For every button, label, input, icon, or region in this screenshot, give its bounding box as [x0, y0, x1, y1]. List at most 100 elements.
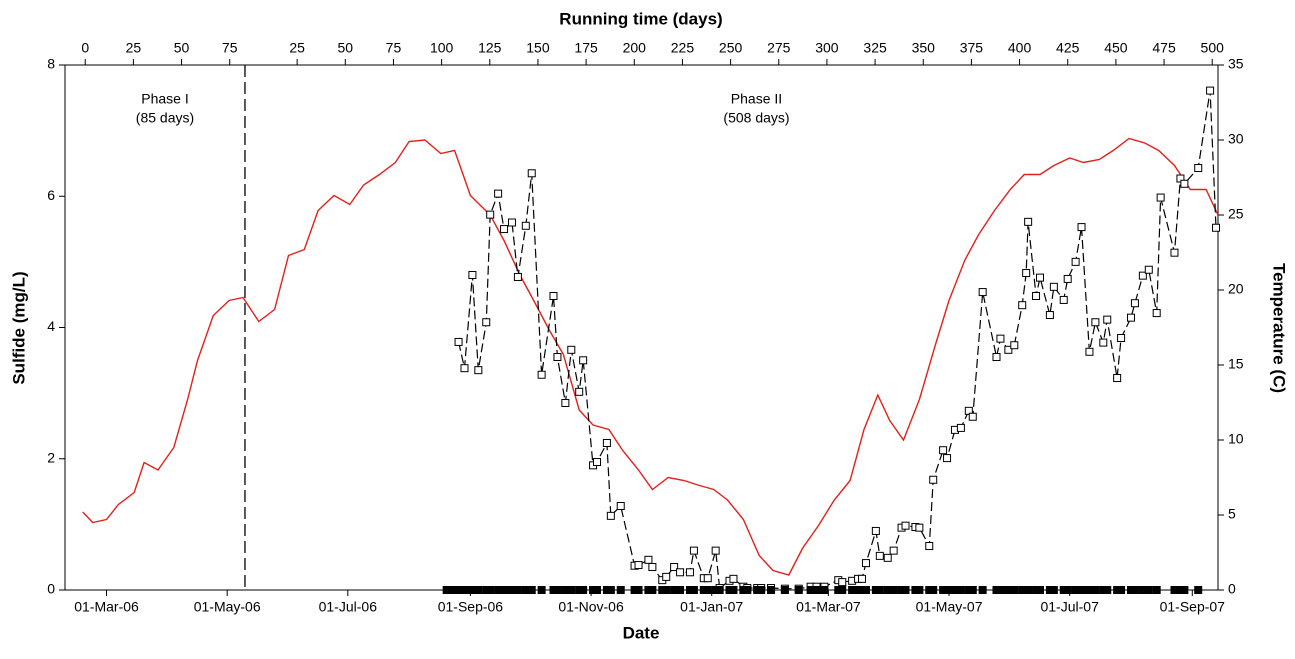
data-point — [454, 337, 463, 346]
data-point — [1091, 318, 1100, 327]
y-tick-label: 2 — [47, 449, 55, 465]
data-point — [676, 568, 685, 577]
data-point — [689, 586, 698, 594]
data-point — [1144, 265, 1153, 274]
data-point — [729, 586, 738, 594]
data-point — [968, 412, 977, 421]
x-tick-label: 01-May-07 — [916, 599, 983, 615]
data-point — [703, 586, 712, 594]
data-point — [500, 586, 509, 594]
data-point — [602, 439, 611, 447]
data-point — [1206, 86, 1215, 95]
data-point — [861, 559, 870, 568]
data-point — [676, 586, 685, 594]
x-axis-title: Date — [623, 623, 660, 642]
x2-tick-label: 400 — [1008, 40, 1032, 56]
data-point — [956, 586, 965, 594]
x2-tick-label: 125 — [478, 40, 502, 56]
data-point — [553, 586, 562, 594]
data-point — [575, 387, 584, 396]
data-point — [593, 586, 602, 594]
data-point — [616, 586, 625, 594]
data-point — [662, 572, 671, 581]
data-point — [780, 586, 789, 594]
data-point — [729, 574, 738, 583]
x2-tick-label: 150 — [526, 40, 550, 56]
data-point — [527, 169, 536, 178]
data-point — [901, 586, 910, 594]
data-point — [1117, 334, 1126, 342]
x2-tick-label: 50 — [338, 40, 354, 56]
data-point — [978, 586, 987, 594]
y2-tick-label: 15 — [1228, 356, 1244, 372]
data-point — [929, 586, 938, 594]
data-point — [757, 586, 766, 594]
data-point — [1130, 586, 1139, 594]
data-point — [838, 578, 847, 587]
data-point — [956, 423, 965, 432]
data-point — [1059, 295, 1068, 304]
x2-tick-label: 200 — [623, 40, 647, 56]
data-point — [715, 586, 724, 594]
x2-tick-label: 350 — [912, 40, 936, 56]
data-point — [662, 586, 671, 594]
plot-frame — [64, 64, 1219, 591]
data-point — [1130, 299, 1139, 308]
data-point — [968, 586, 977, 594]
data-point — [1024, 586, 1033, 594]
data-point — [794, 586, 803, 594]
y2-tick-label: 25 — [1228, 206, 1244, 222]
data-point — [648, 586, 657, 594]
data-point — [634, 561, 643, 570]
data-point — [1036, 273, 1045, 282]
data-point — [1036, 586, 1045, 594]
data-point — [1180, 179, 1189, 188]
y-tick-label: 8 — [47, 56, 55, 72]
data-point — [1117, 586, 1126, 594]
data-point — [1085, 347, 1094, 356]
data-point — [513, 272, 522, 281]
data-point — [929, 475, 938, 484]
data-point — [1010, 341, 1019, 350]
data-point — [1099, 338, 1108, 347]
top-axis-title: Running time (days) — [559, 9, 722, 28]
data-point — [820, 586, 829, 594]
data-point — [875, 586, 884, 594]
data-point — [1138, 271, 1147, 280]
y2-tick-label: 5 — [1228, 506, 1236, 522]
x2-tick-label: 100 — [430, 40, 454, 56]
data-point — [537, 586, 546, 594]
x2-tick-label: 225 — [671, 40, 695, 56]
data-point — [1103, 586, 1112, 594]
data-point — [460, 586, 469, 594]
annotation: Phase II — [731, 91, 782, 107]
x-tick-label: 01-Sep-06 — [438, 599, 504, 615]
data-point — [606, 511, 615, 520]
data-point — [996, 586, 1005, 594]
x-tick-label: 01-Jan-07 — [680, 599, 743, 615]
y-axis-title: Sulfide (mg/L) — [9, 271, 28, 384]
data-point — [513, 586, 522, 594]
data-point — [567, 345, 576, 354]
data-point — [871, 526, 880, 535]
y-tick-label: 4 — [47, 318, 55, 334]
x2-tick-label: 275 — [767, 40, 791, 56]
data-point — [996, 334, 1005, 343]
data-point — [1063, 274, 1072, 283]
data-point — [579, 356, 588, 365]
data-point — [486, 586, 495, 594]
data-point — [537, 370, 546, 379]
data-point — [1045, 311, 1054, 320]
data-point — [579, 586, 588, 594]
x2-tick-label: 75 — [222, 40, 238, 56]
data-point — [1126, 313, 1135, 322]
data-point — [1194, 586, 1203, 594]
data-point — [644, 555, 653, 564]
data-point — [978, 288, 987, 297]
data-point — [875, 551, 884, 560]
data-point — [1077, 586, 1086, 594]
data-point — [1156, 193, 1165, 202]
data-point — [1152, 586, 1161, 594]
data-point — [925, 542, 934, 551]
